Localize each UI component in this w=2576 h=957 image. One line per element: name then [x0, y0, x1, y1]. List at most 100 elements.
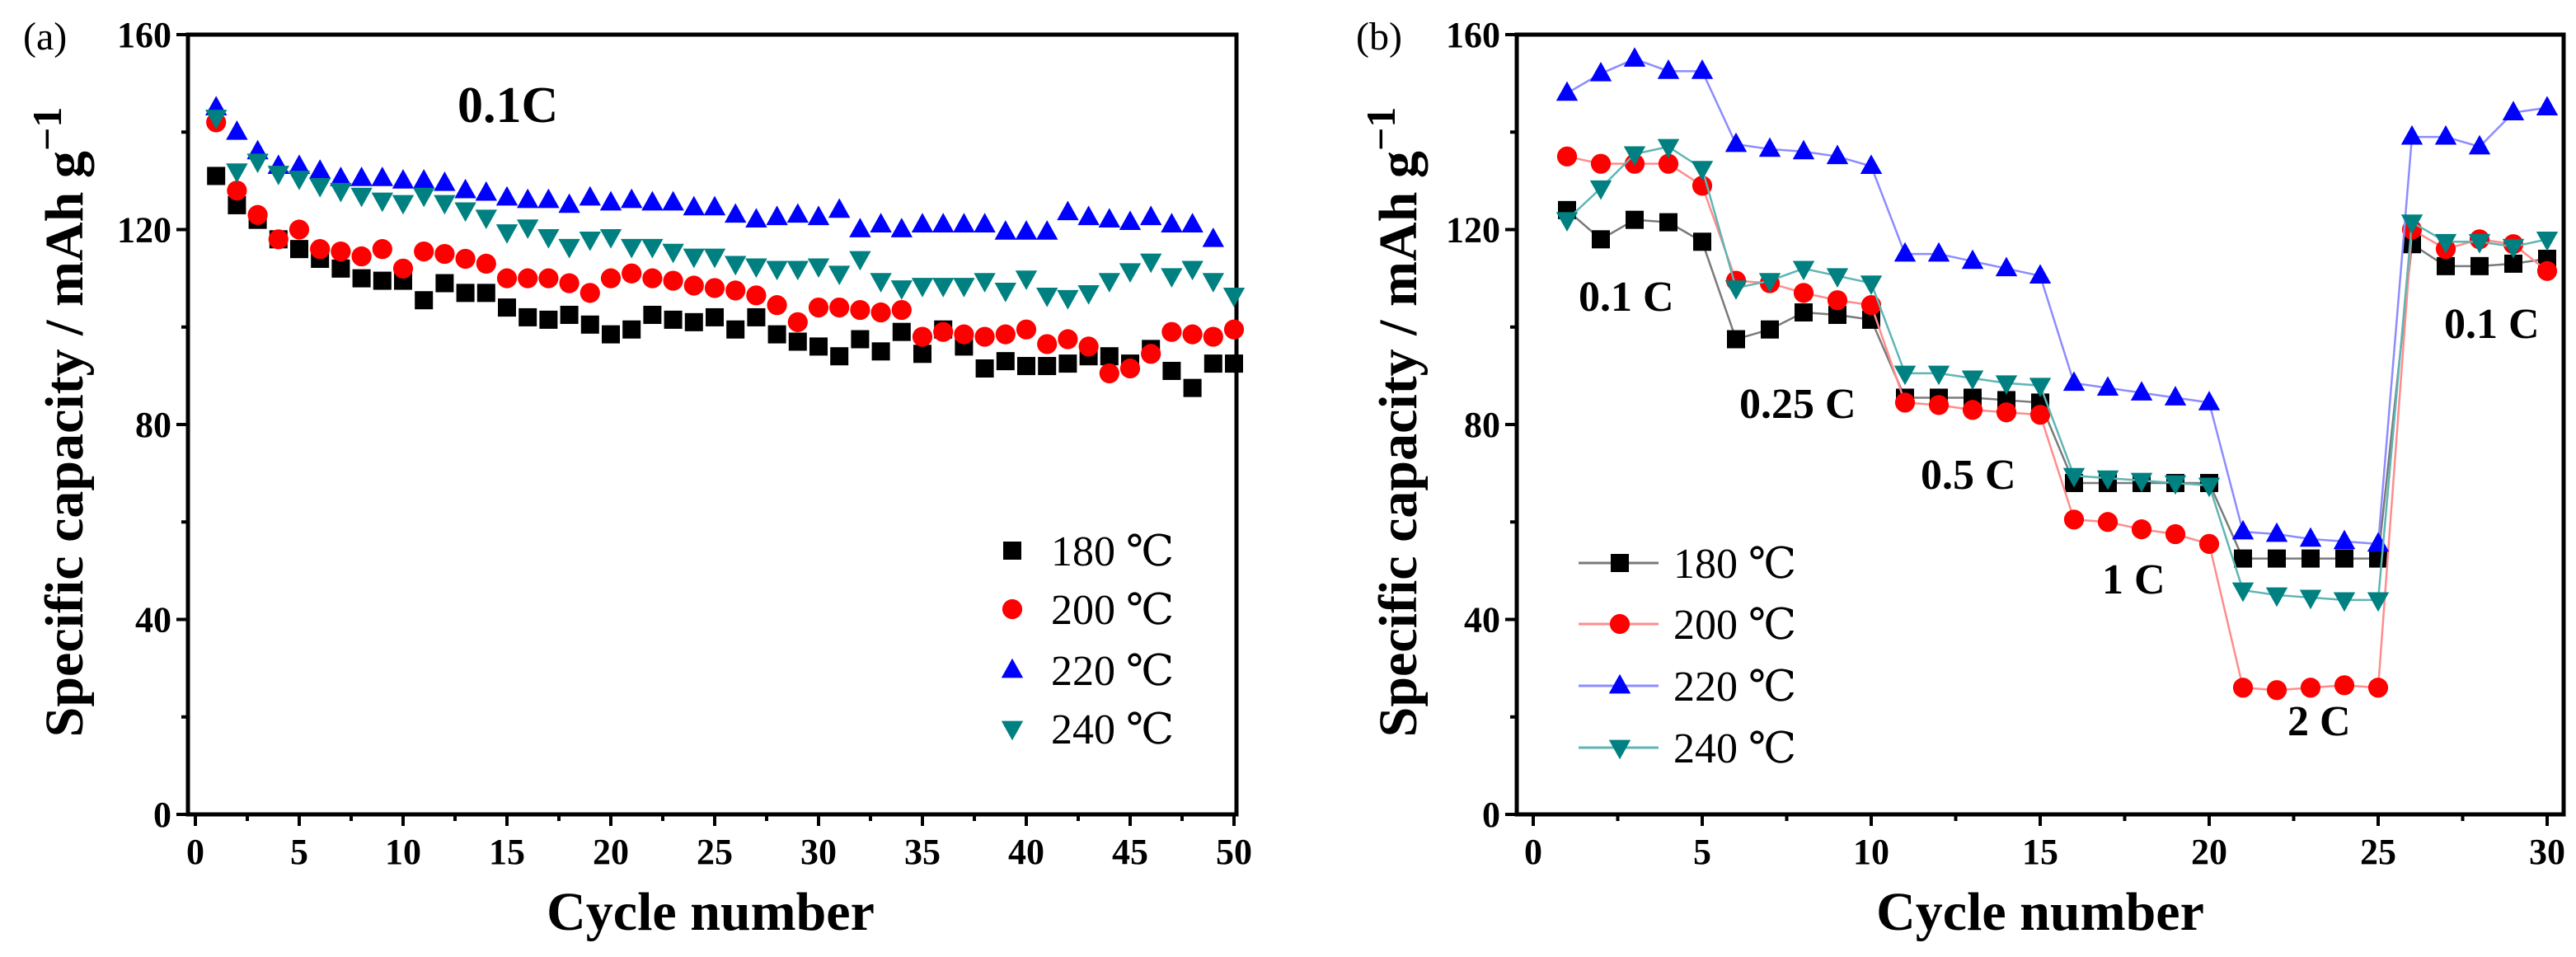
data-point — [1161, 321, 1182, 342]
data-point — [350, 187, 373, 208]
data-point — [268, 229, 289, 250]
data-point — [2502, 238, 2525, 259]
plot-frame — [185, 32, 1239, 817]
data-point — [1589, 62, 1612, 82]
data-point — [1827, 290, 1848, 311]
data-point — [933, 321, 954, 342]
data-point — [912, 326, 933, 347]
data-point — [1077, 285, 1100, 305]
data-point — [1727, 330, 1745, 349]
data-point — [829, 298, 850, 318]
axes-a: 0 40 80 120 160 0 5 10 15 20 25 30 35 40 45 50 — [117, 15, 1252, 872]
data-point — [2130, 381, 2153, 401]
data-point — [351, 246, 372, 267]
data-point — [1099, 363, 1119, 384]
data-point — [310, 239, 331, 260]
data-point — [2165, 523, 2186, 545]
data-point — [2536, 260, 2558, 281]
legend-marker — [1611, 554, 1629, 572]
legend-label: 180 ℃ — [1673, 541, 1796, 588]
data-point — [662, 243, 684, 264]
data-point — [994, 220, 1016, 240]
data-point — [683, 275, 704, 296]
x-tick-label: 30 — [2529, 832, 2565, 872]
data-point — [372, 239, 392, 260]
data-point — [2369, 549, 2387, 568]
data-point — [747, 307, 766, 326]
legend-a: 180 ℃ 200 ℃ 220 ℃ 240 ℃ — [1001, 528, 1174, 753]
rate-annotation: 2 C — [2287, 698, 2351, 745]
data-point — [641, 190, 664, 211]
legend-marker — [1001, 658, 1024, 678]
data-point — [350, 167, 373, 186]
data-point — [1927, 242, 1950, 262]
data-point — [267, 166, 289, 185]
data-point — [786, 203, 809, 223]
data-point — [1826, 268, 1849, 288]
series-220 — [1555, 47, 2559, 552]
series-line — [1566, 58, 2548, 546]
data-point — [745, 258, 767, 279]
data-point — [1758, 273, 1781, 293]
data-point — [559, 273, 579, 293]
rate-annotation: 0.25 C — [1739, 381, 1856, 428]
data-point — [1592, 230, 1610, 249]
data-point — [1058, 329, 1078, 349]
x-tick-label: 45 — [1112, 832, 1148, 872]
data-point — [932, 213, 955, 232]
data-point — [413, 169, 435, 189]
data-point — [641, 238, 664, 259]
data-point — [974, 273, 996, 293]
data-point — [1657, 138, 1680, 159]
data-point — [1894, 392, 1916, 413]
y-tick-label: 80 — [135, 405, 171, 445]
data-point — [558, 238, 580, 259]
data-point — [828, 198, 851, 218]
data-point — [2063, 509, 2085, 530]
data-point — [538, 268, 559, 289]
data-point — [1181, 260, 1204, 281]
data-point — [498, 298, 516, 317]
data-point — [1626, 210, 1644, 229]
data-point — [1692, 176, 1713, 196]
data-point — [537, 229, 560, 249]
x-tick-label: 10 — [1853, 832, 1889, 872]
legend-label: 200 ℃ — [1051, 587, 1174, 634]
data-point — [996, 352, 1015, 371]
data-point — [746, 285, 767, 306]
data-point — [725, 256, 747, 276]
data-point — [2029, 264, 2052, 284]
data-point — [2299, 589, 2322, 610]
data-point — [1037, 334, 1058, 354]
data-point — [1036, 220, 1058, 240]
data-point — [495, 224, 518, 244]
data-point — [2131, 519, 2152, 540]
data-point — [1140, 253, 1162, 274]
rate-annotation: 1 C — [2102, 556, 2165, 603]
data-point — [703, 195, 726, 216]
series-220 — [205, 96, 1224, 247]
data-point — [373, 271, 392, 290]
data-point — [1036, 287, 1058, 307]
data-point — [289, 219, 310, 240]
data-point — [2096, 376, 2119, 396]
data-point — [1927, 365, 1950, 386]
data-point — [621, 188, 643, 209]
data-point — [911, 213, 934, 232]
data-point — [1691, 59, 1714, 79]
y-tick-label: 40 — [135, 600, 171, 640]
data-point — [1590, 153, 1612, 174]
data-point — [2265, 522, 2288, 542]
data-point — [434, 171, 456, 191]
data-point — [1141, 344, 1161, 364]
x-tick-label: 5 — [1693, 832, 1711, 872]
data-point — [1077, 205, 1100, 226]
data-point — [913, 345, 931, 364]
x-tick-label: 15 — [2022, 832, 2058, 872]
data-point — [994, 283, 1016, 303]
data-point — [2434, 233, 2457, 254]
data-point — [2300, 678, 2321, 698]
y-tick-label: 0 — [1482, 795, 1500, 835]
series-240 — [205, 110, 1246, 310]
data-point — [1962, 400, 1983, 420]
